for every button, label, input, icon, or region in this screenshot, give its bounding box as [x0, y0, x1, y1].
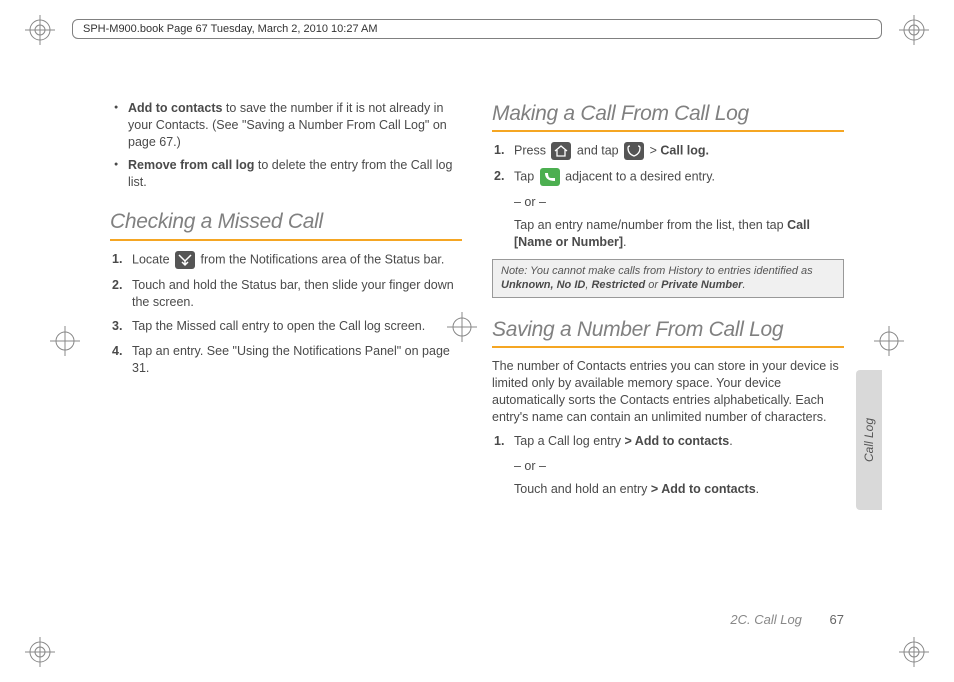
step-2: 2. Tap adjacent to a desired entry. [514, 168, 844, 186]
saving-steps: 1. Tap a Call log entry > Add to contact… [492, 433, 844, 450]
heading-making-call: Making a Call From Call Log [492, 100, 844, 128]
section-rule [110, 239, 462, 241]
step-text: Tap the Missed call entry to open the Ca… [132, 319, 425, 333]
note-bold-1: Unknown, No ID [501, 279, 585, 291]
missed-call-steps: 1. Locate from the Notifications area of… [110, 251, 462, 377]
save-alt-pre: Touch and hold an entry [514, 482, 651, 496]
save-end: . [729, 434, 732, 448]
step-number: 1. [494, 142, 504, 159]
save-alt-bold: Add to contacts [661, 482, 755, 496]
save-step-1: 1. Tap a Call log entry > Add to contact… [514, 433, 844, 450]
save-alt: Touch and hold an entry > Add to contact… [514, 481, 844, 498]
save-pre: Tap a Call log entry [514, 434, 624, 448]
text-bold: Call log. [660, 144, 709, 158]
bullet-bold: Add to contacts [128, 101, 222, 115]
step-text: Touch and hold the Status bar, then slid… [132, 278, 454, 309]
footer-section: 2C. Call Log [730, 612, 802, 627]
note-text: You cannot make calls from History to en… [527, 265, 812, 277]
step-number: 4. [112, 343, 122, 360]
side-tab-label: Call Log [862, 418, 876, 462]
page-footer: 2C. Call Log 67 [730, 612, 844, 627]
section-rule [492, 130, 844, 132]
right-column: Making a Call From Call Log 1. Press and… [492, 100, 844, 602]
call-green-icon [540, 168, 560, 186]
book-info-text: SPH-M900.book Page 67 Tuesday, March 2, … [83, 23, 378, 35]
text-gt: > [650, 144, 661, 158]
heading-saving-number: Saving a Number From Call Log [492, 316, 844, 344]
text-pre: Press [514, 144, 549, 158]
step-2-alt: Tap an entry name/number from the list, … [514, 217, 844, 251]
phone-icon [624, 142, 644, 160]
step-1: 1. Press and tap > Call log. [514, 142, 844, 160]
bullet-remove-from-log: Remove from call log to delete the entry… [128, 157, 462, 191]
side-tab: Call Log [856, 370, 882, 510]
step-number: 2. [112, 277, 122, 294]
crop-mark-icon [50, 326, 80, 356]
save-alt-gt: > [651, 482, 661, 496]
step-number: 3. [112, 318, 122, 335]
step-4: 4. Tap an entry. See "Using the Notifica… [132, 343, 462, 377]
note-end: . [742, 279, 745, 291]
crop-mark-icon [874, 326, 904, 356]
missed-call-icon [175, 251, 195, 269]
bullet-bold: Remove from call log [128, 158, 254, 172]
making-call-steps: 1. Press and tap > Call log. 2. Tap adja… [492, 142, 844, 186]
footer-page-number: 67 [830, 612, 844, 627]
save-alt-end: . [756, 482, 759, 496]
bullet-add-to-contacts: Add to contacts to save the number if it… [128, 100, 462, 151]
alt-period: . [623, 235, 626, 249]
crop-mark-icon [25, 637, 55, 667]
option-bullets: Add to contacts to save the number if it… [110, 100, 462, 190]
page-header-frame: SPH-M900.book Page 67 Tuesday, March 2, … [72, 19, 882, 39]
text-pre: Tap [514, 170, 538, 184]
note-m2: or [645, 279, 661, 291]
page-content: Add to contacts to save the number if it… [110, 100, 844, 602]
step-number: 1. [494, 433, 504, 450]
section-rule [492, 346, 844, 348]
step-number: 2. [494, 168, 504, 185]
step-text-post: from the Notifications area of the Statu… [201, 252, 445, 266]
left-column: Add to contacts to save the number if it… [110, 100, 462, 602]
text-mid: and tap [577, 144, 622, 158]
step-3: 3. Tap the Missed call entry to open the… [132, 318, 462, 335]
alt-text: Tap an entry name/number from the list, … [514, 218, 787, 232]
crop-mark-icon [899, 637, 929, 667]
text-post: adjacent to a desired entry. [565, 170, 715, 184]
note-bold-3: Private Number [661, 279, 742, 291]
note-bold-2: Restricted [591, 279, 645, 291]
crop-mark-icon [899, 15, 929, 45]
saving-paragraph: The number of Contacts entries you can s… [492, 358, 844, 426]
save-gt: > [624, 434, 634, 448]
step-text: Tap an entry. See "Using the Notificatio… [132, 344, 450, 375]
save-or-divider: – or – [514, 458, 844, 475]
home-icon [551, 142, 571, 160]
save-bold: Add to contacts [635, 434, 729, 448]
crop-mark-icon [25, 15, 55, 45]
heading-checking-missed-call: Checking a Missed Call [110, 208, 462, 236]
note-label: Note: [501, 265, 527, 277]
step-1: 1. Locate from the Notifications area of… [132, 251, 462, 269]
step-text-pre: Locate [132, 252, 173, 266]
note-box: Note: You cannot make calls from History… [492, 259, 844, 298]
step-2: 2. Touch and hold the Status bar, then s… [132, 277, 462, 311]
step-number: 1. [112, 251, 122, 268]
or-divider: – or – [514, 194, 844, 211]
